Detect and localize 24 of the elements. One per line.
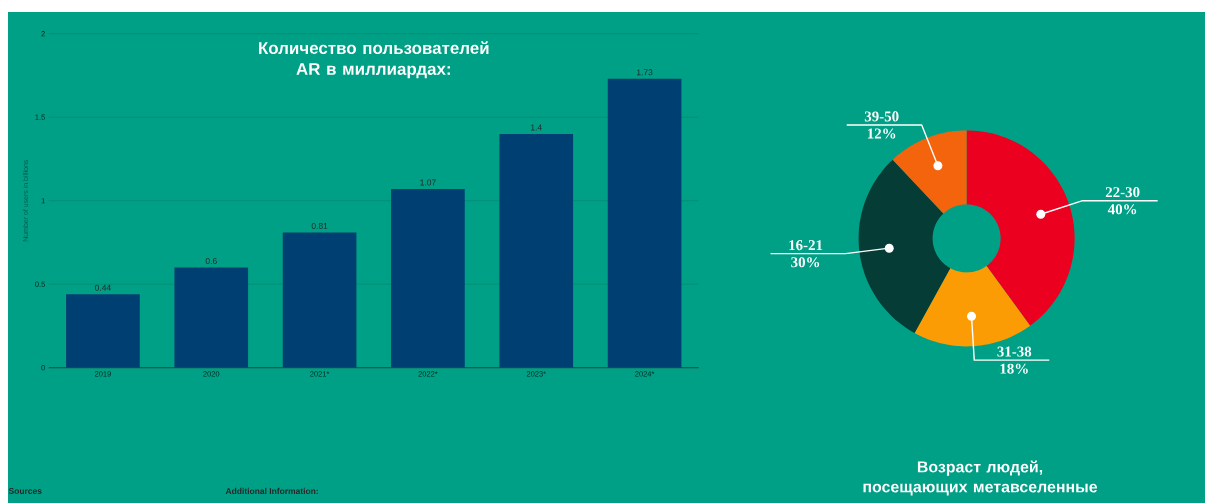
bar: [391, 189, 465, 368]
bar: [66, 294, 140, 368]
bar: [282, 232, 357, 368]
data-label: 1.73: [636, 69, 653, 76]
data-label: 30%: [791, 257, 820, 268]
bar: [499, 133, 574, 368]
bar: [174, 267, 249, 368]
data-label: 40%: [1107, 204, 1137, 215]
data-label: 18%: [1000, 363, 1028, 374]
data-label: 1.4: [531, 124, 542, 131]
slice-label: 16-21: [789, 240, 823, 251]
data-label: 0.44: [95, 284, 111, 291]
slice-label: 31-38: [997, 346, 1032, 357]
bar: [607, 78, 682, 368]
text: Возраст людей, посещающих метавселенные: [863, 460, 1098, 496]
data-label: 12%: [867, 128, 896, 139]
text: Additional Information:: [225, 487, 318, 495]
data-label: 0.81: [311, 222, 328, 229]
text: Количество пользователей AR в миллиардах:: [259, 41, 489, 79]
slice-label: 39-50: [864, 111, 899, 122]
slice-label: 22-30: [1105, 187, 1140, 198]
data-label: 0.6: [205, 258, 217, 264]
data-label: 1.07: [420, 179, 436, 186]
text: Sources: [8, 487, 42, 494]
